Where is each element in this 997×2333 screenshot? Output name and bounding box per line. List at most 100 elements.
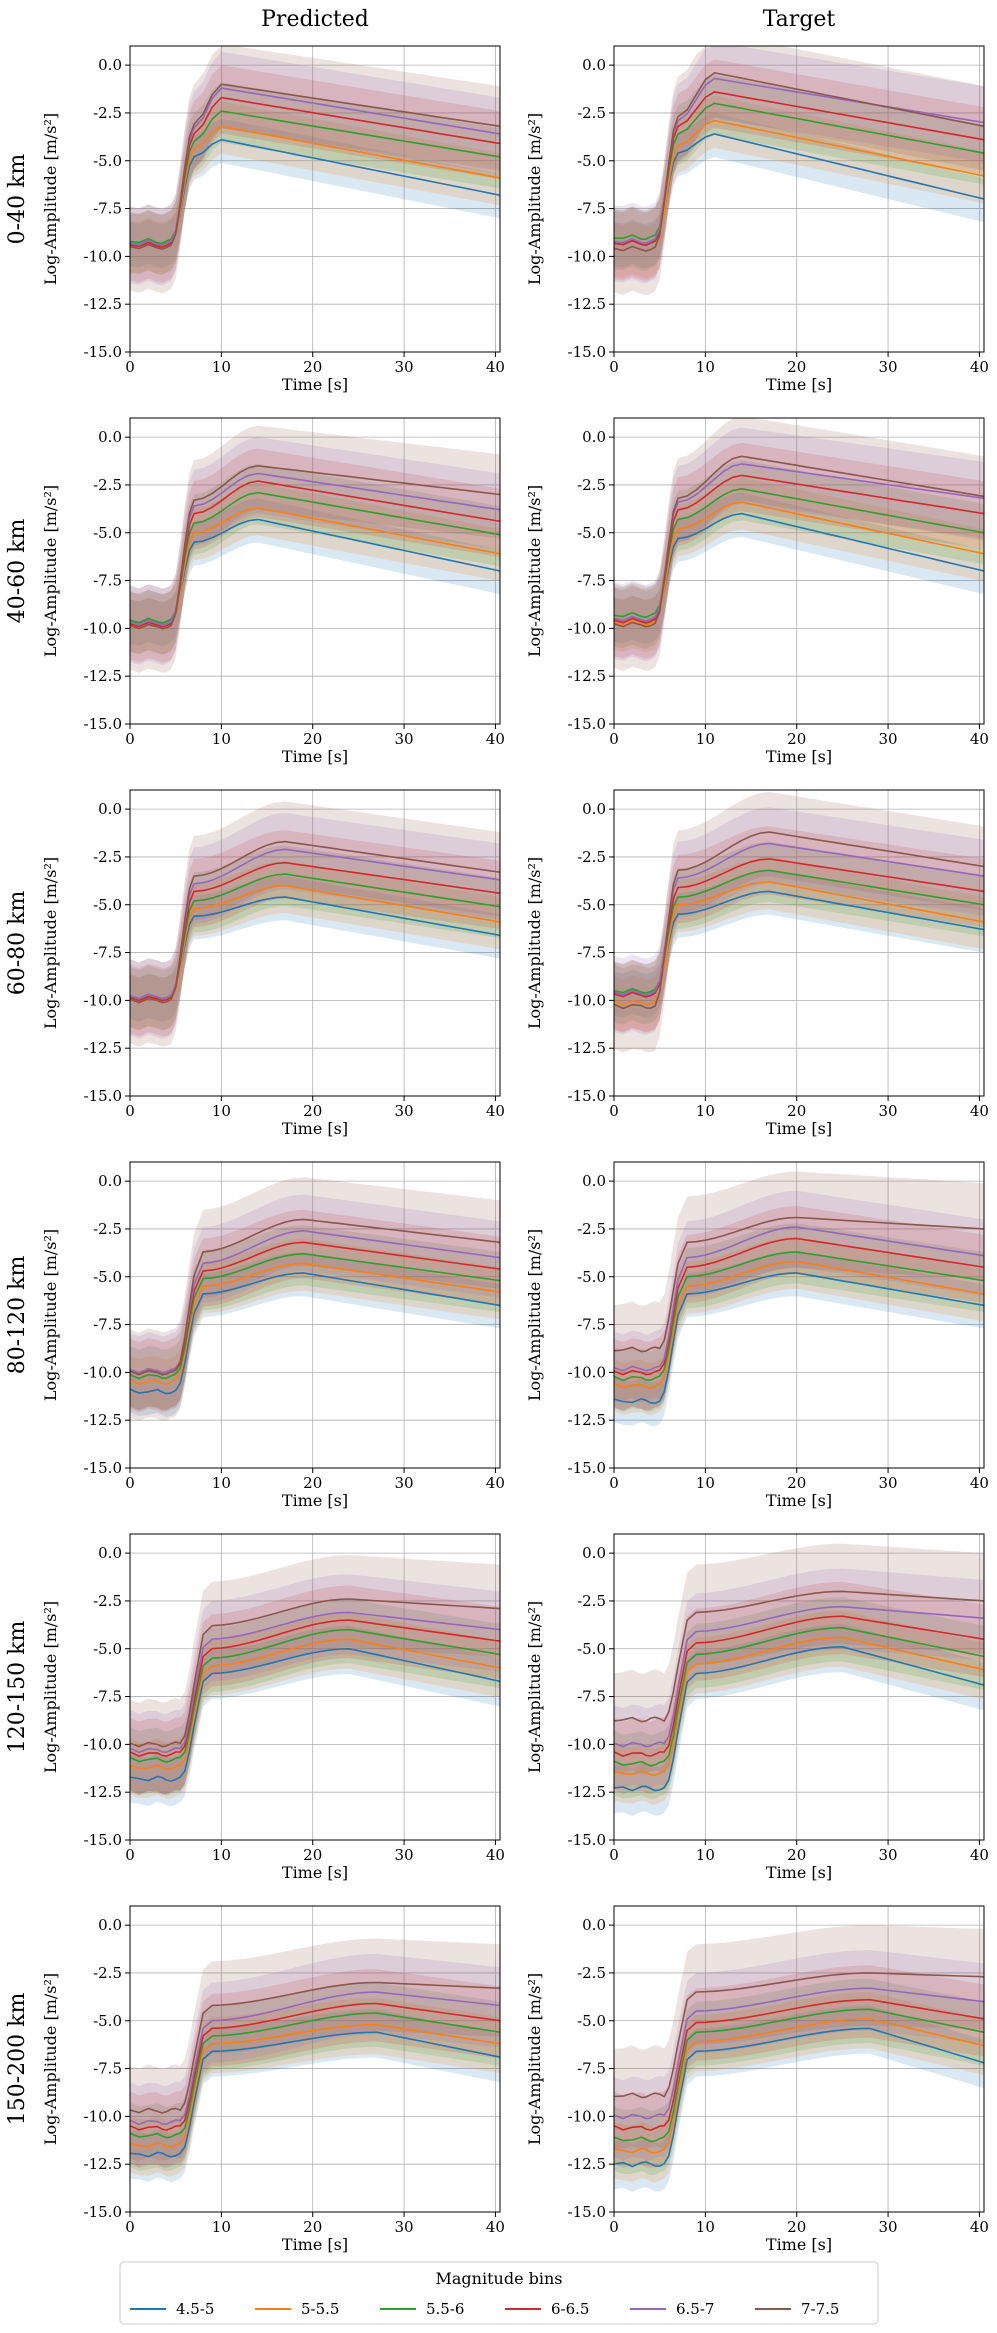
x-tick-label: 10 [696,1474,715,1492]
y-tick-label: -10.0 [84,1363,122,1381]
y-tick-label: -10.0 [84,2107,122,2125]
band-4.5-5 [130,1251,500,1417]
y-tick-label: -12.5 [84,2155,122,2173]
series-line-7-7.5 [129,1218,501,1376]
series-line-7-7.5 [613,71,985,252]
y-tick-label: -12.5 [568,2155,606,2173]
series-line-5.5-6 [129,1628,501,1763]
band-6-6.5 [614,1965,984,2168]
x-tick-label: 30 [395,1102,414,1120]
band-4.5-5 [614,492,984,645]
y-tick-label: 0.0 [98,56,122,74]
band-6-6.5 [130,448,500,663]
series-line-7-7.5 [613,1972,985,2099]
legend-label: 5.5-6 [426,2300,464,2318]
row-label: 150-200 km [5,1993,30,2126]
series-line-6.5-7 [129,1611,501,1754]
series-line-4.5-5 [613,2027,985,2168]
y-tick-label: -12.5 [84,295,122,313]
y-tick-label: -2.5 [93,1964,122,1982]
band-6.5-7 [130,51,500,286]
legend-label: 6.5-7 [676,2300,714,2318]
y-axis-label: Log-Amplitude [m/s²] [41,485,60,657]
axes-frame [613,1533,985,1841]
x-axis-label: Time [s] [766,1863,832,1882]
y-tick-label: -12.5 [84,1039,122,1057]
x-tick-label: 20 [303,1474,322,1492]
y-tick-label: -2.5 [577,476,606,494]
y-tick-label: -7.5 [93,944,122,962]
series-line-5.5-6 [613,1251,985,1382]
x-tick-label: 40 [486,358,505,376]
y-tick-label: -5.0 [93,1640,122,1658]
legend-label: 5-5.5 [301,2300,339,2318]
band-5-5.5 [130,101,500,275]
row-label: 40-60 km [5,519,30,624]
x-tick-label: 20 [303,358,322,376]
y-tick-label: -10.0 [568,991,606,1009]
y-tick-label: -10.0 [84,1735,122,1753]
x-axis-label: Time [s] [766,375,832,394]
series-line-6.5-7 [129,848,501,1000]
axes-frame [129,1905,501,2213]
y-tick-label: -5.0 [93,152,122,170]
panel-6-2: 0 10 20 30 40 0.0 -2.5 -5.0 -7.5 -10.0 -12.5 -15.0 T… [525,1905,989,2254]
series-line-6-6.5 [613,858,985,998]
y-tick-label: -5.0 [577,896,606,914]
y-tick-label: -2.5 [93,1220,122,1238]
panel-5-2: 0 10 20 30 40 0.0 -2.5 -5.0 -7.5 -10.0 -12.5 -15.0 T… [525,1533,989,1882]
x-tick-label: 40 [970,358,989,376]
band-7-7.5 [130,46,500,294]
series-line-5.5-6 [129,1252,501,1380]
y-tick-label: -5.0 [93,1268,122,1286]
y-tick-label: -12.5 [568,1411,606,1429]
y-tick-label: -7.5 [93,1316,122,1334]
series-line-5-5.5 [129,1262,501,1385]
x-tick-label: 10 [696,1846,715,1864]
x-tick-label: 20 [787,358,806,376]
x-tick-label: 10 [212,1846,231,1864]
series-line-6-6.5 [129,1619,501,1757]
band-6.5-7 [130,1953,500,2167]
row-label: 80-120 km [5,1256,30,1375]
axes-frame [129,45,501,353]
y-tick-label: -15.0 [84,1831,122,1849]
x-axis-label: Time [s] [282,1119,348,1138]
band-5-5.5 [614,856,984,1032]
y-tick-label: -2.5 [577,1592,606,1610]
y-tick-label: 0.0 [98,1916,122,1934]
y-axis-label: Log-Amplitude [m/s²] [525,113,544,285]
band-5-5.5 [614,1610,984,1805]
y-tick-label: -5.0 [93,524,122,542]
y-tick-label: 0.0 [582,56,606,74]
y-tick-label: -10.0 [84,619,122,637]
row-label: 120-150 km [5,1621,30,1754]
x-tick-label: 40 [486,1846,505,1864]
series-line-5.5-6 [613,487,985,619]
axes-frame [613,417,985,725]
series-line-5.5-6 [613,1626,985,1767]
y-tick-label: 0.0 [98,1544,122,1562]
y-tick-label: -7.5 [577,1688,606,1706]
x-tick-label: 40 [970,1474,989,1492]
y-axis-label: Log-Amplitude [m/s²] [41,1229,60,1401]
panel-5-1: 0 10 20 30 40 0.0 -2.5 -5.0 -7.5 -10.0 -12.5 -15.0 T… [5,1533,505,1882]
series-line-6.5-7 [129,1229,501,1374]
y-tick-label: -12.5 [568,1039,606,1057]
y-tick-label: -5.0 [577,1268,606,1286]
series-line-6-6.5 [613,1615,985,1757]
x-tick-label: 30 [879,1474,898,1492]
series-line-7-7.5 [613,455,985,628]
series-line-6.5-7 [129,87,501,247]
series-line-4.5-5 [129,1272,501,1395]
y-tick-label: -2.5 [577,848,606,866]
x-tick-label: 0 [609,1102,619,1120]
band-6-6.5 [130,830,500,1037]
y-axis-label: Log-Amplitude [m/s²] [41,1973,60,2145]
x-tick-label: 0 [609,358,619,376]
band-5.5-6 [130,1225,500,1410]
y-tick-label: -10.0 [84,991,122,1009]
series-line-6-6.5 [613,91,985,247]
x-tick-label: 10 [212,1102,231,1120]
x-axis-label: Time [s] [282,1491,348,1510]
